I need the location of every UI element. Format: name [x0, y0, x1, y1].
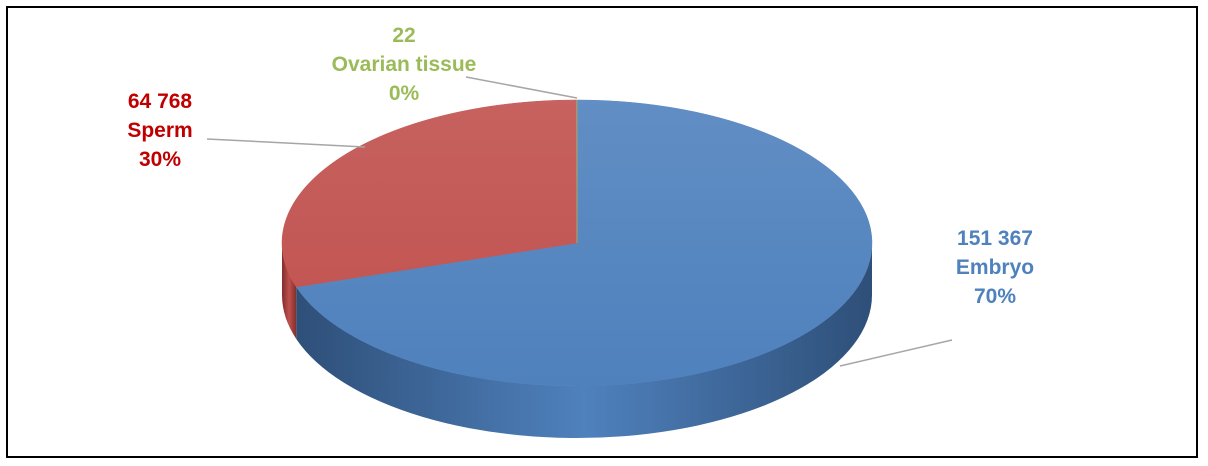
data-label-ovarian-tissue-name: Ovarian tissue — [332, 53, 477, 76]
pie-side-sperm — [282, 243, 297, 339]
data-label-ovarian-tissue-value: 22 — [392, 24, 415, 47]
pie-side-embryo — [296, 243, 872, 438]
data-label-sperm-percent: 30% — [139, 148, 181, 171]
data-label-sperm-name: Sperm — [127, 119, 192, 142]
data-label-embryo-value: 151 367 — [957, 227, 1033, 250]
data-label-embryo-name: Embryo — [956, 256, 1034, 279]
leader-line-ovarian-tissue — [465, 76, 578, 99]
data-label-ovarian-tissue-percent: 0% — [389, 82, 420, 105]
data-label-sperm-value: 64 768 — [128, 90, 193, 113]
pie-top-highlight — [282, 100, 872, 386]
leader-line-sperm — [206, 138, 366, 148]
leader-line-embryo — [839, 339, 953, 367]
data-label-embryo-percent: 70% — [974, 285, 1016, 308]
